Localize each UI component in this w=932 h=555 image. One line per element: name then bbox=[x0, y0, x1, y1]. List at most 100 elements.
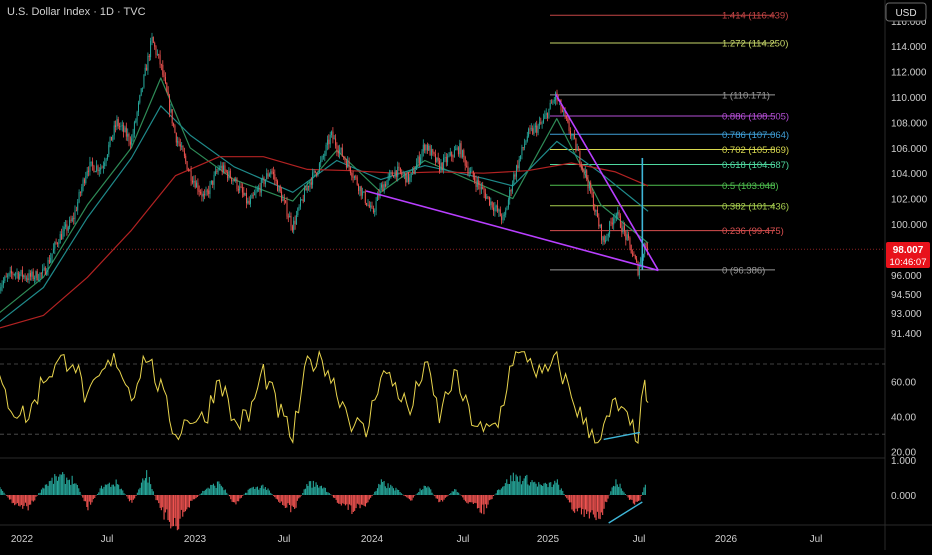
candle-body[interactable] bbox=[79, 192, 81, 193]
candle-body[interactable] bbox=[403, 173, 405, 175]
candle-body[interactable] bbox=[44, 267, 46, 275]
histogram-bar[interactable] bbox=[562, 490, 564, 495]
candle-body[interactable] bbox=[208, 190, 210, 194]
candle-body[interactable] bbox=[121, 125, 123, 126]
histogram-bar[interactable] bbox=[54, 474, 56, 495]
histogram-bar[interactable] bbox=[295, 495, 297, 508]
histogram-bar[interactable] bbox=[536, 486, 538, 495]
candle-body[interactable] bbox=[540, 122, 542, 124]
histogram-bar[interactable] bbox=[31, 495, 33, 501]
candle-body[interactable] bbox=[642, 253, 644, 258]
histogram-bar[interactable] bbox=[110, 486, 112, 495]
histogram-bar[interactable] bbox=[399, 492, 401, 495]
histogram-bar[interactable] bbox=[479, 495, 481, 513]
candle-body[interactable] bbox=[197, 182, 199, 191]
candle-body[interactable] bbox=[549, 102, 551, 109]
candle-body[interactable] bbox=[432, 149, 434, 153]
histogram-bar[interactable] bbox=[454, 489, 456, 495]
histogram-bar[interactable] bbox=[639, 495, 641, 501]
candle-body[interactable] bbox=[81, 187, 83, 193]
histogram-bar[interactable] bbox=[388, 487, 390, 495]
candle-body[interactable] bbox=[386, 180, 388, 187]
histogram-bar[interactable] bbox=[115, 479, 117, 496]
histogram-bar[interactable] bbox=[28, 495, 30, 505]
currency-button[interactable]: USD bbox=[885, 2, 927, 22]
histogram-bar[interactable] bbox=[256, 486, 258, 495]
candle-body[interactable] bbox=[140, 88, 142, 96]
candle-body[interactable] bbox=[576, 149, 578, 151]
histogram-bar[interactable] bbox=[255, 487, 257, 495]
candle-body[interactable] bbox=[324, 153, 326, 157]
histogram-bar[interactable] bbox=[70, 484, 72, 495]
histogram-bar[interactable] bbox=[266, 489, 268, 495]
histogram-bar[interactable] bbox=[546, 483, 548, 495]
candle-body[interactable] bbox=[520, 155, 521, 159]
histogram-bar[interactable] bbox=[12, 495, 14, 503]
histogram-bar[interactable] bbox=[284, 495, 286, 508]
candle-body[interactable] bbox=[502, 214, 504, 221]
candle-body[interactable] bbox=[533, 127, 535, 134]
candle-body[interactable] bbox=[213, 174, 215, 185]
candle-body[interactable] bbox=[617, 211, 619, 215]
histogram-bar[interactable] bbox=[294, 495, 296, 509]
candle-body[interactable] bbox=[136, 112, 138, 121]
candle-body[interactable] bbox=[273, 171, 274, 175]
candle-body[interactable] bbox=[216, 171, 218, 173]
histogram-bar[interactable] bbox=[122, 490, 124, 495]
time-tick-label[interactable]: 2024 bbox=[361, 534, 384, 545]
histogram-bar[interactable] bbox=[19, 495, 21, 507]
candle-body[interactable] bbox=[175, 132, 177, 143]
candle-body[interactable] bbox=[645, 243, 647, 248]
histogram-bar[interactable] bbox=[502, 486, 504, 495]
candle-body[interactable] bbox=[221, 165, 223, 172]
histogram-bar[interactable] bbox=[460, 495, 462, 496]
histogram-bar[interactable] bbox=[175, 495, 177, 527]
histogram-bar[interactable] bbox=[332, 495, 334, 498]
histogram-bar[interactable] bbox=[526, 474, 528, 495]
histogram-bar[interactable] bbox=[79, 491, 81, 495]
candle-body[interactable] bbox=[11, 270, 13, 274]
candle-body[interactable] bbox=[555, 92, 557, 101]
histogram-bar[interactable] bbox=[154, 495, 156, 496]
histogram-bar[interactable] bbox=[582, 495, 584, 510]
candle-body[interactable] bbox=[622, 225, 624, 233]
histogram-bar[interactable] bbox=[486, 495, 488, 509]
histogram-bar[interactable] bbox=[167, 495, 169, 521]
candle-body[interactable] bbox=[462, 150, 463, 158]
candle-body[interactable] bbox=[20, 270, 22, 275]
candle-body[interactable] bbox=[119, 126, 121, 127]
histogram-bar[interactable] bbox=[335, 495, 337, 500]
candle-body[interactable] bbox=[614, 216, 616, 219]
histogram-bar[interactable] bbox=[136, 492, 138, 495]
histogram-bar[interactable] bbox=[80, 494, 82, 496]
candle-body[interactable] bbox=[399, 167, 401, 173]
candle-body[interactable] bbox=[77, 202, 79, 211]
candle-body[interactable] bbox=[169, 95, 170, 112]
candle-body[interactable] bbox=[27, 278, 29, 280]
candle-body[interactable] bbox=[601, 225, 602, 241]
candle-body[interactable] bbox=[459, 143, 461, 155]
histogram-bar[interactable] bbox=[544, 482, 546, 495]
histogram-bar[interactable] bbox=[595, 495, 597, 521]
candle-body[interactable] bbox=[621, 227, 623, 233]
candle-body[interactable] bbox=[90, 161, 92, 163]
histogram-bar[interactable] bbox=[620, 488, 622, 495]
histogram-bar[interactable] bbox=[210, 484, 212, 495]
histogram-bar[interactable] bbox=[296, 495, 298, 501]
candle-body[interactable] bbox=[286, 202, 288, 217]
candle-body[interactable] bbox=[231, 178, 233, 182]
histogram-bar[interactable] bbox=[56, 480, 58, 495]
candle-body[interactable] bbox=[302, 199, 304, 202]
histogram-bar[interactable] bbox=[574, 495, 576, 513]
candle-body[interactable] bbox=[113, 125, 115, 136]
histogram-bar[interactable] bbox=[611, 487, 613, 495]
histogram-bar[interactable] bbox=[134, 495, 136, 499]
candle-body[interactable] bbox=[412, 169, 413, 173]
candle-body[interactable] bbox=[237, 189, 239, 191]
histogram-bar[interactable] bbox=[403, 495, 405, 496]
candle-body[interactable] bbox=[251, 194, 253, 199]
candle-body[interactable] bbox=[628, 234, 629, 238]
histogram-bar[interactable] bbox=[583, 495, 585, 517]
candle-body[interactable] bbox=[464, 157, 466, 166]
histogram-bar[interactable] bbox=[482, 495, 484, 505]
